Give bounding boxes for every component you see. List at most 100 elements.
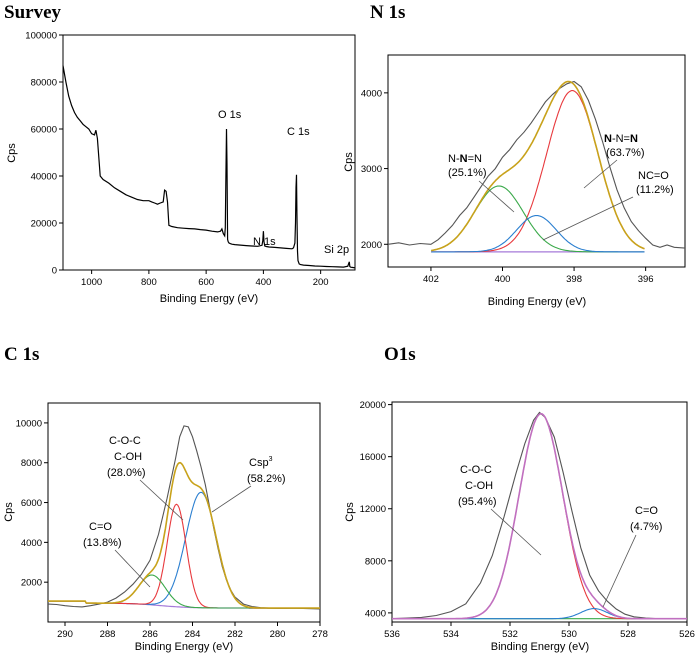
- n1s-arrow-1: [583, 159, 618, 189]
- c1s-peak-1-line: [48, 503, 320, 609]
- c1s-arrow-1: [139, 479, 184, 521]
- n1s-xtick-label: 400: [495, 274, 511, 285]
- o1s-envelope-line: [392, 412, 687, 620]
- c1s-chart: 290 288 286 284 282 280 278 2000 4000 6000 8000 100…: [3, 402, 328, 653]
- n1s-frame: [387, 54, 686, 268]
- o1s-series: [391, 411, 687, 620]
- n1s-ann-nnn-main: N-N=N: [604, 133, 638, 145]
- c1s-ann-co: C=O: [89, 521, 112, 533]
- n1s-ann-nnn-mid-pct: (25.1%): [448, 167, 487, 179]
- survey-spectrum-line: [62, 65, 356, 269]
- o1s-arrow-2: [602, 534, 637, 608]
- c1s-ann-csp3-base: Csp: [249, 457, 269, 469]
- c1s-ticks: 290 288 286 284 282 280 278 2000 4000 6000 8000 100…: [16, 418, 328, 640]
- o1s-ticks: 536 534 532 530 528 526 4000 8000 12000 16000 2000…: [360, 400, 695, 640]
- o1s-ytick-label: 8000: [365, 556, 386, 567]
- c1s-ann-csp3-pct: (58.2%): [247, 473, 286, 485]
- n1s-ann-nnn-main-pct: (63.7%): [606, 147, 645, 159]
- survey-ytick-label: 40000: [31, 172, 57, 183]
- c1s-arrow-3: [114, 549, 151, 588]
- n1s-xtick-label: 402: [423, 274, 439, 285]
- survey-xlabel: Binding Energy (eV): [160, 293, 258, 305]
- o1s-xtick-label: 534: [443, 629, 459, 640]
- survey-xtick-label: 600: [198, 277, 214, 288]
- c1s-xtick-label: 282: [227, 629, 243, 640]
- survey-label-o1s: O 1s: [218, 109, 242, 121]
- n1s-ytick-label: 3000: [361, 164, 382, 175]
- n1s-ann-nnn-mid-pre: N-: [448, 153, 460, 165]
- survey-ytick-label: 0: [52, 266, 57, 277]
- c1s-ytick-label: 10000: [16, 418, 42, 429]
- n1s-ann-nnn-mid-post: =N: [468, 153, 482, 165]
- c1s-raw-line: [47, 425, 321, 610]
- survey-ytick-label: 80000: [31, 78, 57, 89]
- survey-xtick-label: 800: [141, 277, 157, 288]
- o1s-arrow-1: [490, 508, 542, 556]
- o1s-xtick-label: 526: [679, 629, 695, 640]
- survey-xtick-label: 1000: [81, 277, 102, 288]
- c1s-ytick-label: 2000: [21, 578, 42, 589]
- o1s-ylabel: Cps: [344, 502, 356, 522]
- n1s-chart: 402 400 398 396 2000 3000 4000 Binding Energy …: [343, 54, 686, 308]
- c1s-envelope-line: [48, 461, 320, 609]
- o1s-ann-coc-pct: (95.4%): [458, 496, 497, 508]
- survey-ytick-label: 20000: [31, 219, 57, 230]
- o1s-xlabel: Binding Energy (eV): [491, 641, 589, 653]
- c1s-xlabel: Binding Energy (eV): [135, 641, 233, 653]
- n1s-ann-nco-pct: (11.2%): [636, 184, 674, 196]
- c1s-peak-0-line: [48, 491, 320, 609]
- survey-label-si2p: Si 2p: [324, 244, 349, 256]
- o1s-chart: 536 534 532 530 528 526 4000 8000 12000 16000 2000…: [344, 400, 695, 653]
- n1s-ann-nnn-main-n1: N: [604, 133, 612, 145]
- n1s-xlabel: Binding Energy (eV): [488, 296, 586, 308]
- n1s-series: [387, 80, 686, 253]
- survey-ytick-label: 60000: [31, 125, 57, 136]
- n1s-ann-nnn-mid: N-N=N: [448, 153, 482, 165]
- survey-xtick-label: 400: [255, 277, 271, 288]
- n1s-title: N 1s: [370, 2, 405, 23]
- c1s-arrow-2: [211, 485, 252, 513]
- c1s-ylabel: Cps: [3, 502, 15, 522]
- o1s-peak-1-line: [392, 608, 687, 620]
- n1s-arrow-3: [542, 196, 634, 241]
- c1s-frame: [47, 402, 321, 623]
- o1s-ann-co-pct: (4.7%): [630, 521, 662, 533]
- o1s-ann-coc: C-O-C: [460, 464, 492, 476]
- o1s-title: O1s: [384, 344, 416, 365]
- n1s-ann-nnn-mid-n: N: [460, 153, 468, 165]
- c1s-ann-csp3: Csp3: [249, 456, 273, 469]
- n1s-ytick-label: 2000: [361, 240, 382, 251]
- survey-title: Survey: [4, 2, 62, 23]
- c1s-ytick-label: 4000: [21, 538, 42, 549]
- o1s-ytick-label: 12000: [360, 504, 386, 515]
- c1s-xtick-label: 288: [100, 629, 116, 640]
- o1s-ytick-label: 16000: [360, 452, 386, 463]
- survey-ticks: 1000 800 600 400 200 0 20000 40000 60000 80000 100…: [25, 31, 328, 289]
- survey-ytick-label: 100000: [25, 31, 57, 42]
- n1s-ylabel: Cps: [343, 152, 355, 172]
- survey-label-n1s: N 1s: [253, 236, 276, 248]
- o1s-xtick-label: 536: [384, 629, 400, 640]
- c1s-ann-coh: C-OH: [114, 451, 142, 463]
- o1s-ann-co: C=O: [635, 505, 658, 517]
- n1s-arrow-2: [478, 180, 515, 213]
- c1s-ann-coc: C-O-C: [109, 435, 141, 447]
- n1s-envelope-line: [431, 80, 645, 252]
- c1s-title: C 1s: [4, 344, 39, 365]
- n1s-xtick-label: 398: [566, 274, 582, 285]
- c1s-ann-coc-pct: (28.0%): [107, 467, 146, 479]
- o1s-ytick-label: 20000: [360, 400, 386, 411]
- survey-label-c1s: C 1s: [287, 126, 310, 138]
- o1s-ytick-label: 4000: [365, 608, 386, 619]
- o1s-ann-coh: C-OH: [465, 480, 493, 492]
- c1s-series: [47, 425, 321, 610]
- c1s-ann-csp3-sup: 3: [269, 456, 273, 463]
- c1s-xtick-label: 286: [142, 629, 158, 640]
- n1s-xtick-label: 396: [638, 274, 654, 285]
- survey-xtick-label: 200: [313, 277, 329, 288]
- n1s-ticks: 402 400 398 396 2000 3000 4000: [361, 88, 654, 285]
- n1s-peak-2-line: [431, 214, 645, 253]
- c1s-xtick-label: 280: [270, 629, 286, 640]
- survey-ylabel: Cps: [6, 143, 18, 163]
- survey-chart: 1000 800 600 400 200 0 20000 40000 60000 80000 100…: [6, 31, 356, 305]
